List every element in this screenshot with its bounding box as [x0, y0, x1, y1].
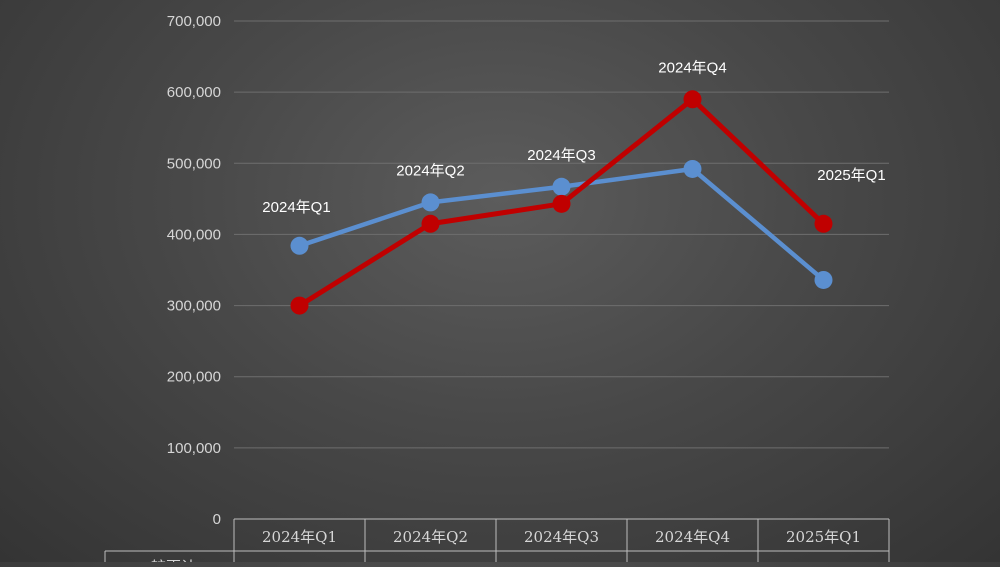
x-category-cell: 2024年Q1 [262, 528, 337, 546]
y-tick-label: 500,000 [167, 155, 221, 172]
y-axis-ticks: 0 100,000 200,000 300,000 400,000 500,000 600,… [167, 13, 221, 528]
data-label: 2024年Q4 [658, 59, 726, 76]
y-tick-label: 200,000 [167, 369, 221, 386]
y-tick-label: 400,000 [167, 226, 221, 243]
x-category-cell: 2024年Q4 [655, 528, 730, 546]
series-point [290, 236, 309, 255]
data-table: 2024年Q1 2024年Q2 2024年Q3 2024年Q4 2025年Q1 较更计 [104, 518, 890, 567]
table-row-label: 较更计 [151, 558, 196, 562]
series-lines [290, 90, 833, 315]
series-point [421, 193, 440, 212]
gridlines [234, 20, 889, 449]
series-point [814, 214, 833, 233]
series-point [814, 270, 833, 289]
series-point [683, 90, 702, 109]
y-tick-label: 300,000 [167, 298, 221, 315]
data-label: 2024年Q3 [527, 147, 595, 164]
series-point [683, 159, 702, 178]
series-point [290, 296, 309, 315]
x-category-cell: 2024年Q2 [393, 528, 468, 546]
x-category-cell: 2024年Q3 [524, 528, 599, 546]
y-tick-label: 700,000 [167, 13, 221, 30]
y-tick-label: 600,000 [167, 84, 221, 101]
data-labels: 2024年Q1 2024年Q2 2024年Q3 2024年Q4 2025年Q1 [262, 59, 885, 216]
series-point [552, 194, 571, 213]
series-point [421, 214, 440, 233]
y-tick-label: 0 [213, 511, 221, 528]
series-point [552, 177, 571, 196]
data-label: 2024年Q1 [262, 199, 330, 216]
data-label: 2024年Q2 [396, 162, 464, 179]
data-label: 2025年Q1 [817, 167, 885, 184]
y-tick-label: 100,000 [167, 440, 221, 457]
x-category-cell: 2025年Q1 [786, 528, 861, 546]
